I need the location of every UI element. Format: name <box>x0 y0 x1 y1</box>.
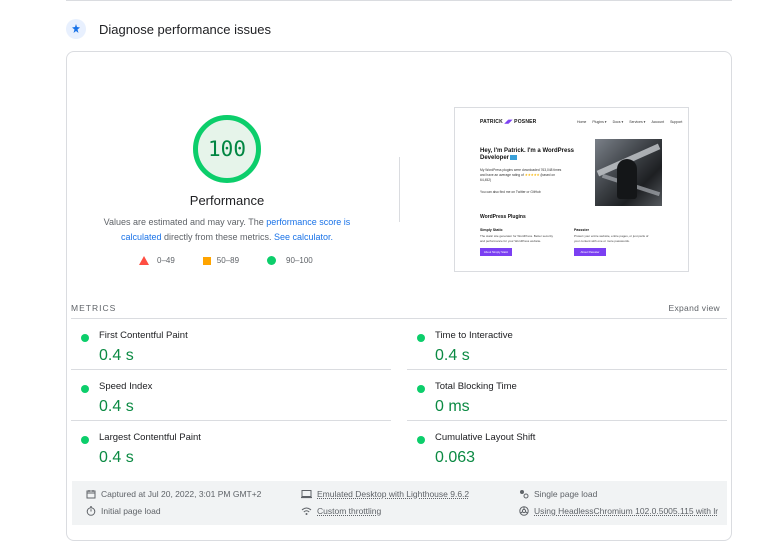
metric-name: Largest Contentful Paint <box>99 432 201 443</box>
score-calculated-link[interactable]: performance score is calculated <box>120 217 351 242</box>
metric-speed-index: Speed Index 0.4 s <box>71 370 391 421</box>
initial-load: Initial page load <box>86 506 161 516</box>
square-icon <box>202 256 211 265</box>
preview-brand: PATRICK ◢◤ POSNER <box>480 119 537 125</box>
runtime-settings-footer: Captured at Jul 20, 2022, 3:01 PM GMT+2 … <box>72 481 727 525</box>
section-title: Diagnose performance issues <box>99 21 271 37</box>
metrics-divider <box>71 318 727 319</box>
pass-circle-icon <box>417 436 425 444</box>
score-explanation: Values are estimated and may vary. The p… <box>84 215 370 245</box>
legend-fail: 0–49 <box>139 256 175 265</box>
metric-time-to-interactive: Time to Interactive 0.4 s <box>407 319 727 370</box>
captured-text: Captured at Jul 20, 2022, 3:01 PM GMT+2 <box>101 489 262 499</box>
metrics-heading: METRICS <box>71 303 117 313</box>
metric-name: First Contentful Paint <box>99 330 188 341</box>
metric-name: Speed Index <box>99 381 153 392</box>
metric-value: 0.4 s <box>99 347 134 364</box>
timer-icon <box>86 506 96 516</box>
session-type: Single page load <box>519 489 597 499</box>
browser-info[interactable]: Using HeadlessChromium 102.0.5005.115 wi… <box>519 506 718 516</box>
expand-view-toggle[interactable]: Expand view <box>668 303 720 313</box>
performance-score-gauge: 100 <box>193 115 261 183</box>
vertical-divider <box>399 157 400 222</box>
chromium-icon <box>519 506 529 516</box>
metric-first-contentful-paint: First Contentful Paint 0.4 s <box>71 319 391 370</box>
pass-circle-icon <box>81 334 89 342</box>
pass-circle-icon <box>417 385 425 393</box>
see-calculator-link[interactable]: See calculator. <box>274 232 334 242</box>
performance-score-value: 100 <box>208 137 246 161</box>
metric-value: 0 ms <box>435 398 470 415</box>
metric-value: 0.063 <box>435 449 476 466</box>
lighthouse-icon <box>66 19 86 39</box>
triangle-icon <box>139 256 149 265</box>
page-screenshot-preview[interactable]: PATRICK ◢◤ POSNER Home Plugins ▾ Docs ▾ Ser… <box>454 107 689 272</box>
preview-plugin-card: Simply Static The static site generator … <box>480 228 553 256</box>
legend-pass-range: 90–100 <box>286 256 313 265</box>
single-load-icon <box>520 490 529 499</box>
metric-name: Time to Interactive <box>435 330 513 341</box>
score-note-text-2: directly from these metrics. <box>161 232 274 242</box>
legend-average-range: 50–89 <box>216 256 240 265</box>
captured-at: Captured at Jul 20, 2022, 3:01 PM GMT+2 <box>86 489 261 499</box>
metric-total-blocking-time: Total Blocking Time 0 ms <box>407 370 727 421</box>
circle-icon <box>267 256 277 265</box>
legend-pass: 90–100 <box>267 256 313 265</box>
metric-value: 0.4 s <box>99 398 134 415</box>
preview-hero-social: You can also find me on Twitter or GitHu… <box>480 190 541 194</box>
preview-hero-text: My WordPress plugins were downloaded 763… <box>480 168 562 182</box>
session-text: Single page load <box>534 489 598 499</box>
throttling-text: Custom throttling <box>317 506 382 516</box>
desktop-icon <box>301 490 312 499</box>
metric-largest-contentful-paint: Largest Contentful Paint 0.4 s <box>71 421 391 472</box>
score-legend: 0–49 50–89 90–100 <box>139 256 313 265</box>
initial-text: Initial page load <box>101 506 161 516</box>
pass-circle-icon <box>417 334 425 342</box>
throttling[interactable]: Custom throttling <box>301 506 381 516</box>
preview-hero-title: Hey, I'm Patrick. I'm a WordPress Develo… <box>480 148 575 162</box>
metric-name: Total Blocking Time <box>435 381 517 392</box>
section-header: Diagnose performance issues <box>66 18 271 40</box>
pass-circle-icon <box>81 436 89 444</box>
legend-average: 50–89 <box>202 256 240 265</box>
calendar-icon <box>86 490 96 499</box>
preview-plugin-card: Passster Protect your entire website, en… <box>574 228 649 256</box>
preview-section-title: WordPress Plugins <box>480 214 526 220</box>
preview-photo <box>595 139 662 206</box>
browser-text: Using HeadlessChromium 102.0.5005.115 wi… <box>534 506 719 516</box>
pass-circle-icon <box>81 385 89 393</box>
metric-value: 0.4 s <box>435 347 470 364</box>
wifi-icon <box>301 507 312 515</box>
metric-name: Cumulative Layout Shift <box>435 432 536 443</box>
legend-fail-range: 0–49 <box>157 256 175 265</box>
performance-label: Performance <box>189 193 265 208</box>
metric-cumulative-layout-shift: Cumulative Layout Shift 0.063 <box>407 421 727 472</box>
metric-value: 0.4 s <box>99 449 134 466</box>
top-divider <box>66 0 732 1</box>
preview-nav: Home Plugins ▾ Docs ▾ Services ▾ Account Supp… <box>577 120 683 124</box>
emulated-device[interactable]: Emulated Desktop with Lighthouse 9.6.2 <box>301 489 469 499</box>
score-note-text: Values are estimated and may vary. The <box>103 217 267 227</box>
emulated-text: Emulated Desktop with Lighthouse 9.6.2 <box>317 489 470 499</box>
